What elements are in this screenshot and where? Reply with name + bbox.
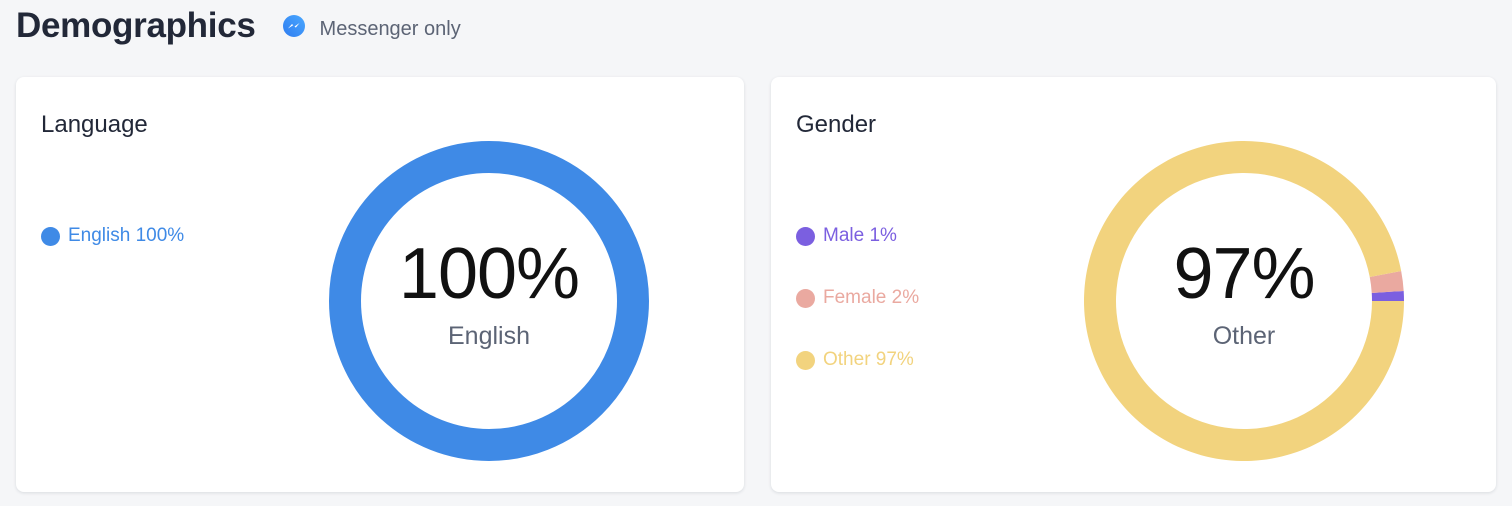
legend-item-female[interactable]: Female 2% — [796, 286, 919, 310]
legend-label-female: Female 2% — [823, 287, 920, 308]
gender-center-value: 97% — [1173, 233, 1315, 314]
page-title: Demographics — [16, 6, 256, 45]
gender-donut-chart: 97% Other — [1084, 141, 1404, 461]
gender-donut-svg — [1084, 141, 1404, 461]
legend-dot-english — [41, 226, 60, 246]
gender-center-label: Other — [1212, 321, 1276, 350]
legend-item-english[interactable]: English 100% — [41, 224, 184, 248]
legend-item-other[interactable]: Other 97% — [796, 348, 919, 372]
language-center-value: 100% — [398, 233, 580, 314]
gender-donut-center: 97% Other — [1084, 141, 1404, 461]
language-card-title: Language — [41, 111, 148, 138]
legend-label-male: Male 1% — [823, 225, 897, 246]
language-donut-center: 100% English — [329, 141, 649, 461]
gender-card: Gender Male 1% Female 2% Other 97% 97% O… — [771, 77, 1496, 492]
messenger-icon — [282, 14, 306, 38]
gender-card-title: Gender — [796, 111, 877, 138]
language-donut-chart: 100% English — [329, 141, 649, 461]
gender-legend: Male 1% Female 2% Other 97% — [796, 224, 919, 410]
language-center-label: English — [448, 321, 530, 350]
legend-dot-other — [796, 350, 815, 370]
language-card: Language English 100% 100% English — [16, 77, 744, 492]
page-header: Demographics Messenger only — [16, 4, 461, 48]
platform-filter-label: Messenger only — [319, 17, 461, 40]
language-slice-english[interactable] — [329, 141, 649, 461]
legend-item-male[interactable]: Male 1% — [796, 224, 919, 248]
legend-label-other: Other 97% — [823, 349, 914, 370]
legend-dot-female — [796, 288, 815, 308]
legend-dot-male — [796, 226, 815, 246]
language-legend: English 100% — [41, 224, 184, 286]
gender-slice-female[interactable] — [1369, 271, 1404, 293]
gender-slice-male[interactable] — [1371, 290, 1404, 301]
legend-label-english: English 100% — [68, 225, 185, 246]
language-donut-svg — [329, 141, 649, 461]
